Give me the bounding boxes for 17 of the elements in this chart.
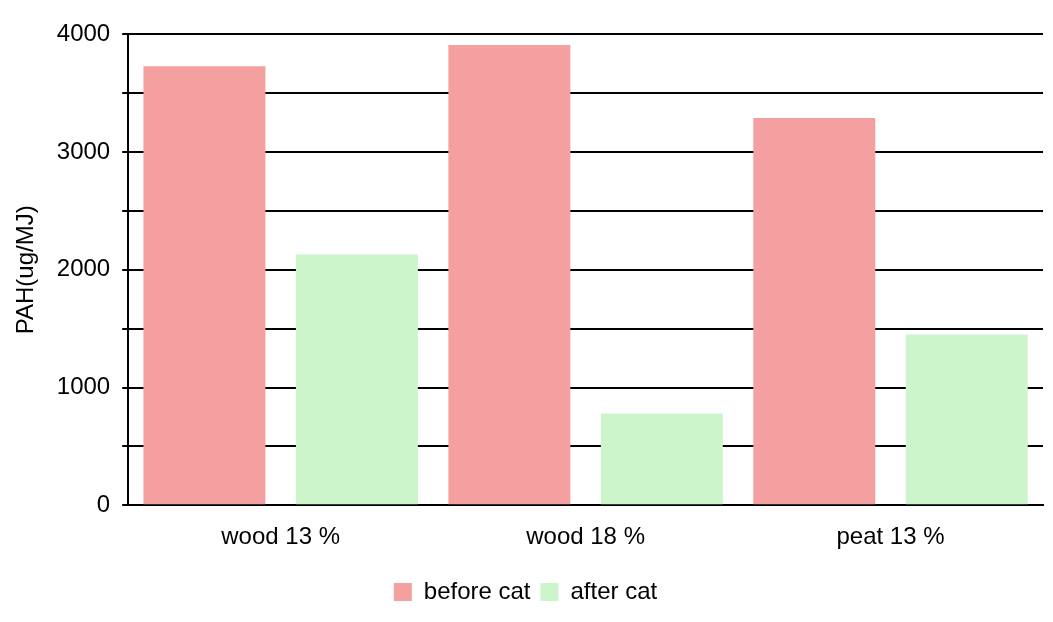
y-tick-label: 2000 xyxy=(56,254,111,282)
y-axis-title: PAH(ug/MJ) xyxy=(11,205,39,335)
bar xyxy=(448,44,571,505)
bar xyxy=(753,117,876,505)
y-tick-label: 1000 xyxy=(56,372,111,400)
x-tick-label: wood 18 % xyxy=(525,522,645,550)
y-tick-label: 3000 xyxy=(56,136,111,164)
y-tick-label: 0 xyxy=(96,489,111,517)
bar xyxy=(905,334,1028,505)
bar xyxy=(600,413,723,505)
legend-label: before cat xyxy=(423,576,531,604)
legend-label: after cat xyxy=(570,576,658,604)
bar xyxy=(143,66,266,505)
x-tick-label: peat 13 % xyxy=(836,522,945,550)
x-tick-label: wood 13 % xyxy=(220,522,341,550)
bar xyxy=(295,254,418,505)
y-tick-label: 4000 xyxy=(56,19,111,47)
